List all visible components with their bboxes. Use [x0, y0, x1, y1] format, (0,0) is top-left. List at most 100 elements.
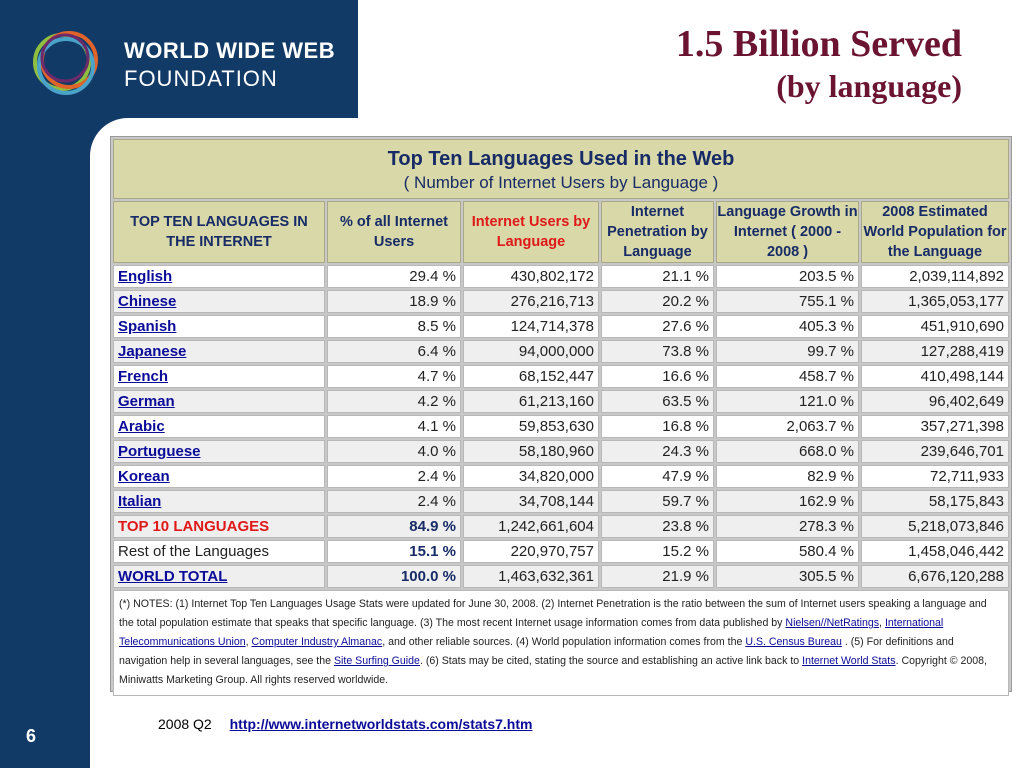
table-cell: 72,711,933	[861, 465, 1009, 488]
slide-title-sub: (by language)	[776, 68, 962, 104]
table-cell: 16.6 %	[601, 365, 714, 388]
table-cell: 580.4 %	[716, 540, 859, 563]
table-cell: 20.2 %	[601, 290, 714, 313]
rest-row: Rest of the Languages 15.1 % 220,970,757 15…	[113, 540, 1009, 563]
language-link[interactable]: Arabic	[113, 415, 325, 438]
table-cell: 121.0 %	[716, 390, 859, 413]
footer-source-link[interactable]: http://www.internetworldstats.com/stats7…	[229, 716, 533, 732]
page-number: 6	[26, 726, 37, 746]
table-cell: 4.7 %	[327, 365, 461, 388]
link-census[interactable]: U.S. Census Bureau	[745, 636, 842, 648]
table-cell: 73.8 %	[601, 340, 714, 363]
table-body: English 29.4 % 430,802,172 21.1 % 203.5 % 2,0…	[113, 265, 1009, 588]
table-cell: 47.9 %	[601, 465, 714, 488]
link-nielsen[interactable]: Nielsen//NetRatings	[785, 617, 880, 629]
table-cell: 357,271,398	[861, 415, 1009, 438]
slide-title-main: 1.5 Billion Served	[675, 23, 962, 65]
table-cell: 127,288,419	[861, 340, 1009, 363]
table-cell: 2.4 %	[327, 465, 461, 488]
language-link[interactable]: French	[113, 365, 325, 388]
table-cell: 23.8 %	[601, 515, 714, 538]
table-cell: 4.2 %	[327, 390, 461, 413]
table-cell: 1,365,053,177	[861, 290, 1009, 313]
table-cell: 34,820,000	[463, 465, 599, 488]
table-cell: 24.3 %	[601, 440, 714, 463]
table-cell: 458.7 %	[716, 365, 859, 388]
table-cell: 755.1 %	[716, 290, 859, 313]
web-foundation-logo-icon	[33, 31, 98, 95]
notes-text: . (6) Stats may be cited, stating the so…	[419, 655, 803, 667]
table-cell: 4.0 %	[327, 440, 461, 463]
table-cell: 15.2 %	[601, 540, 714, 563]
col-header-language: TOP TEN LANGUAGES IN THE INTERNET	[113, 201, 325, 263]
table-cell: 94,000,000	[463, 340, 599, 363]
table-cell: 8.5 %	[327, 315, 461, 338]
col-header-population: 2008 Estimated World Population for the …	[861, 201, 1009, 263]
table-cell: 203.5 %	[716, 265, 859, 288]
table-cell: 1,458,046,442	[861, 540, 1009, 563]
table-cell: 451,910,690	[861, 315, 1009, 338]
brand-line2: FOUNDATION	[124, 66, 278, 91]
notes-sep: ,	[245, 636, 252, 648]
table-cell: 668.0 %	[716, 440, 859, 463]
table-row: Arabic 4.1 % 59,853,630 16.8 % 2,063.7 % 357,…	[113, 415, 1009, 438]
table-cell: 278.3 %	[716, 515, 859, 538]
table-cell: 5,218,073,846	[861, 515, 1009, 538]
left-band	[0, 0, 90, 768]
rest-row-label: Rest of the Languages	[113, 540, 325, 563]
table-cell: 276,216,713	[463, 290, 599, 313]
table-row: Spanish 8.5 % 124,714,378 27.6 % 405.3 % 451,…	[113, 315, 1009, 338]
table-cell: 58,180,960	[463, 440, 599, 463]
col-header-growth: Language Growth in Internet ( 2000 - 200…	[716, 201, 859, 263]
language-link[interactable]: Korean	[113, 465, 325, 488]
table-cell: 410,498,144	[861, 365, 1009, 388]
stats-grid: TOP TEN LANGUAGES IN THE INTERNET % of a…	[111, 199, 1011, 590]
language-link[interactable]: English	[113, 265, 325, 288]
table-cell: 99.7 %	[716, 340, 859, 363]
language-stats-table: Top Ten Languages Used in the Web ( Numb…	[110, 136, 1012, 696]
table-cell: 15.1 %	[327, 540, 461, 563]
table-cell: 430,802,172	[463, 265, 599, 288]
link-itu[interactable]: International Telecommunications Union	[119, 617, 944, 648]
table-cell: 21.1 %	[601, 265, 714, 288]
table-cell: 124,714,378	[463, 315, 599, 338]
table-cell: 6,676,120,288	[861, 565, 1009, 588]
table-cell: 2,039,114,892	[861, 265, 1009, 288]
table-cell: 68,152,447	[463, 365, 599, 388]
language-link[interactable]: Japanese	[113, 340, 325, 363]
language-link[interactable]: Portuguese	[113, 440, 325, 463]
table-row: English 29.4 % 430,802,172 21.1 % 203.5 % 2,0…	[113, 265, 1009, 288]
total-row-label[interactable]: WORLD TOTAL	[113, 565, 325, 588]
footer-quarter: 2008 Q2	[158, 716, 212, 732]
header-row: TOP TEN LANGUAGES IN THE INTERNET % of a…	[113, 201, 1009, 263]
table-cell: 61,213,160	[463, 390, 599, 413]
table-cell: 21.9 %	[601, 565, 714, 588]
table-cell: 405.3 %	[716, 315, 859, 338]
table-cell: 162.9 %	[716, 490, 859, 513]
link-surfing-guide[interactable]: Site Surfing Guide	[333, 655, 420, 667]
table-row: French 4.7 % 68,152,447 16.6 % 458.7 % 410,49…	[113, 365, 1009, 388]
table-cell: 305.5 %	[716, 565, 859, 588]
table-cell: 239,646,701	[861, 440, 1009, 463]
table-title: Top Ten Languages Used in the Web	[387, 148, 735, 170]
table-cell: 59,853,630	[463, 415, 599, 438]
language-link[interactable]: German	[113, 390, 325, 413]
table-cell: 96,402,649	[861, 390, 1009, 413]
table-row: Italian 2.4 % 34,708,144 59.7 % 162.9 % 58,17…	[113, 490, 1009, 513]
table-row: Japanese 6.4 % 94,000,000 73.8 % 99.7 % 127,2…	[113, 340, 1009, 363]
language-link[interactable]: Italian	[113, 490, 325, 513]
table-cell: 2,063.7 %	[716, 415, 859, 438]
table-cell: 82.9 %	[716, 465, 859, 488]
link-almanac[interactable]: Computer Industry Almanac	[251, 636, 383, 648]
total-row: WORLD TOTAL 100.0 % 1,463,632,361 21.9 % 305…	[113, 565, 1009, 588]
table-cell: 58,175,843	[861, 490, 1009, 513]
table-cell: 16.8 %	[601, 415, 714, 438]
table-row: Korean 2.4 % 34,820,000 47.9 % 82.9 % 72,711,…	[113, 465, 1009, 488]
table-row: German 4.2 % 61,213,160 63.5 % 121.0 % 96,402…	[113, 390, 1009, 413]
table-cell: 1,242,661,604	[463, 515, 599, 538]
table-cell: 4.1 %	[327, 415, 461, 438]
language-link[interactable]: Spanish	[113, 315, 325, 338]
table-cell: 1,463,632,361	[463, 565, 599, 588]
link-iws[interactable]: Internet World Stats	[802, 655, 896, 667]
language-link[interactable]: Chinese	[113, 290, 325, 313]
